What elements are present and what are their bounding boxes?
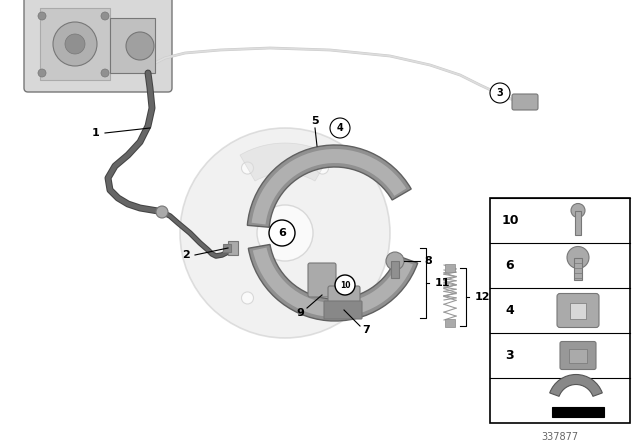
Text: 2: 2 (182, 250, 190, 260)
Circle shape (180, 128, 390, 338)
Text: 7: 7 (362, 325, 370, 335)
Circle shape (386, 252, 404, 270)
Circle shape (126, 32, 154, 60)
Bar (110, 18, 155, 73)
FancyBboxPatch shape (324, 301, 362, 319)
Circle shape (490, 83, 510, 103)
Text: 6: 6 (278, 228, 286, 238)
Bar (574, 258, 582, 280)
Text: 10: 10 (501, 214, 519, 227)
Wedge shape (247, 145, 412, 227)
Text: 11: 11 (435, 278, 451, 288)
Wedge shape (550, 375, 602, 396)
Circle shape (101, 69, 109, 77)
Bar (575, 211, 581, 234)
Text: 5: 5 (311, 116, 319, 126)
Bar (223, 244, 231, 252)
Circle shape (38, 12, 46, 20)
Circle shape (241, 162, 253, 174)
Text: 3: 3 (506, 349, 515, 362)
Circle shape (101, 12, 109, 20)
Bar (570, 302, 586, 319)
Bar (569, 349, 587, 362)
Text: 4: 4 (506, 304, 515, 317)
Bar (445, 264, 455, 272)
Wedge shape (240, 143, 330, 181)
FancyBboxPatch shape (560, 341, 596, 370)
FancyBboxPatch shape (512, 94, 538, 110)
Circle shape (330, 118, 350, 138)
Wedge shape (252, 149, 406, 224)
Text: 9: 9 (296, 308, 304, 318)
Bar (490, 198, 630, 423)
Text: 8: 8 (424, 256, 432, 266)
Circle shape (257, 205, 313, 261)
Text: 4: 4 (337, 123, 344, 133)
Wedge shape (253, 248, 413, 317)
Text: 6: 6 (506, 259, 515, 272)
Text: 12: 12 (475, 292, 490, 302)
Circle shape (65, 34, 85, 54)
Bar (40, 8, 110, 80)
Circle shape (317, 292, 328, 304)
Circle shape (241, 292, 253, 304)
Circle shape (317, 162, 328, 174)
Text: 3: 3 (497, 88, 504, 98)
Circle shape (38, 69, 46, 77)
FancyBboxPatch shape (328, 286, 360, 312)
Text: 337877: 337877 (541, 432, 579, 442)
Text: 10: 10 (340, 280, 350, 289)
Circle shape (269, 220, 295, 246)
Bar (445, 319, 455, 327)
Circle shape (571, 203, 585, 217)
Wedge shape (248, 245, 418, 321)
FancyBboxPatch shape (24, 0, 172, 92)
FancyBboxPatch shape (308, 263, 336, 297)
Text: 1: 1 (92, 128, 100, 138)
FancyBboxPatch shape (557, 293, 599, 327)
Bar (552, 406, 604, 417)
Bar (391, 261, 399, 278)
Circle shape (567, 246, 589, 268)
Circle shape (53, 22, 97, 66)
Circle shape (156, 206, 168, 218)
Bar (228, 241, 238, 255)
Circle shape (335, 275, 355, 295)
